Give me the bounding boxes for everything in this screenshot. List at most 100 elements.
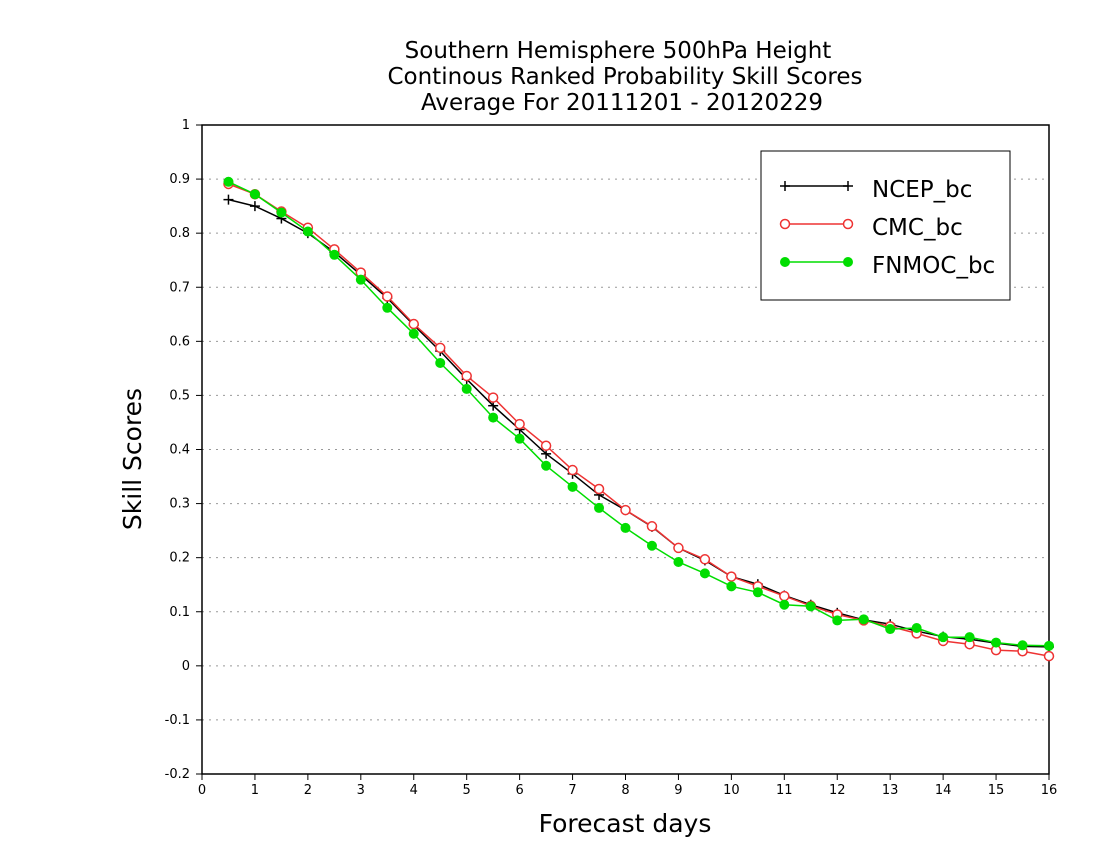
y-tick-label: 0.2	[169, 551, 190, 566]
legend: NCEP_bc CMC_bc FNMOC_bc	[760, 150, 1011, 301]
x-tick-label: 16	[1041, 783, 1058, 798]
x-tick-label: 15	[988, 783, 1005, 798]
data-point-cmc-bc	[699, 554, 711, 565]
data-point-fnmoc-bc	[991, 637, 1002, 648]
data-point-fnmoc-bc	[223, 176, 234, 187]
y-tick-label: 0.1	[169, 605, 190, 620]
data-point-fnmoc-bc	[1044, 640, 1054, 651]
data-point-fnmoc-bc	[302, 226, 313, 237]
legend-marker-fnmoc-bc	[843, 257, 853, 267]
data-point-cmc-bc	[1043, 650, 1055, 662]
x-tick-label: 8	[621, 783, 629, 798]
x-tick-label: 4	[410, 783, 418, 798]
legend-marker-fnmoc-bc	[780, 257, 790, 267]
data-point-ncep-bc	[249, 201, 260, 212]
y-tick-label: 0	[182, 659, 190, 674]
data-point-cmc-bc	[382, 291, 393, 302]
chart-title-line-1: Southern Hemisphere 500hPa Height	[405, 38, 832, 64]
data-point-cmc-bc	[461, 370, 472, 382]
x-tick-label: 5	[463, 783, 471, 798]
y-tick-label: 0.9	[169, 172, 190, 187]
series-group	[223, 176, 1055, 662]
data-point-fnmoc-bc	[382, 302, 393, 313]
data-point-cmc-bc	[408, 318, 419, 330]
y-tick-label: 0.7	[169, 280, 190, 295]
data-point-fnmoc-bc	[1017, 640, 1028, 651]
legend-box	[760, 150, 1011, 301]
legend-marker-cmc-bc	[842, 218, 854, 230]
x-tick-label: 1	[251, 783, 259, 798]
data-point-fnmoc-bc	[594, 502, 605, 513]
y-tick-label: 0.3	[169, 497, 190, 512]
y-tick-label: 0.8	[169, 226, 190, 241]
data-point-fnmoc-bc	[541, 460, 552, 471]
data-point-fnmoc-bc	[514, 433, 525, 444]
x-tick-label: 12	[829, 783, 846, 798]
data-point-fnmoc-bc	[885, 624, 896, 635]
y-tick-label: 0.4	[169, 443, 190, 458]
data-point-fnmoc-bc	[646, 540, 657, 551]
y-tick-label: -0.1	[165, 713, 190, 728]
x-tick-label: 11	[776, 783, 793, 798]
data-point-cmc-bc	[646, 521, 658, 532]
data-point-fnmoc-bc	[726, 581, 737, 592]
data-point-fnmoc-bc	[779, 599, 790, 610]
data-point-cmc-bc	[593, 483, 605, 495]
y-tick-label: -0.2	[165, 767, 190, 782]
legend-label-fnmoc: FNMOC_bc	[872, 253, 995, 279]
legend-marker-ncep-bc	[843, 181, 853, 191]
data-point-cmc-bc	[540, 440, 552, 451]
data-point-fnmoc-bc	[329, 249, 340, 260]
data-point-cmc-bc	[779, 590, 790, 602]
x-tick-label: 7	[568, 783, 576, 798]
data-point-cmc-bc	[567, 464, 578, 476]
y-tick-label: 1	[182, 118, 190, 133]
data-point-cmc-bc	[514, 418, 525, 430]
data-point-cmc-bc	[487, 392, 499, 403]
x-axis-label: Forecast days	[539, 809, 712, 838]
x-tick-label: 10	[723, 783, 740, 798]
legend-marker-ncep-bc	[780, 181, 790, 191]
legend-label-ncep: NCEP_bc	[872, 177, 972, 203]
data-point-fnmoc-bc	[488, 412, 499, 423]
series-fnmoc-bc	[223, 176, 1054, 651]
x-tick-label: 14	[935, 783, 952, 798]
data-point-fnmoc-bc	[673, 556, 684, 567]
data-point-fnmoc-bc	[752, 587, 763, 598]
data-point-fnmoc-bc	[938, 632, 949, 643]
legend-marker-cmc-bc	[779, 218, 791, 230]
data-point-fnmoc-bc	[832, 615, 843, 626]
data-point-cmc-bc	[726, 571, 737, 582]
data-point-fnmoc-bc	[805, 601, 816, 612]
data-point-fnmoc-bc	[276, 207, 287, 218]
data-point-fnmoc-bc	[620, 522, 631, 533]
data-point-cmc-bc	[620, 504, 631, 516]
chart-title-line-2: Continous Ranked Probability Skill Score…	[387, 64, 862, 90]
y-tick-label: 0.5	[169, 388, 190, 403]
data-point-fnmoc-bc	[699, 568, 710, 579]
x-tick-label: 2	[304, 783, 312, 798]
x-tick-label: 0	[198, 783, 206, 798]
legend-label-cmc: CMC_bc	[872, 215, 963, 241]
x-tick-label: 6	[515, 783, 523, 798]
data-point-fnmoc-bc	[911, 622, 922, 633]
data-point-cmc-bc	[434, 342, 446, 354]
x-tick-label: 3	[357, 783, 365, 798]
data-point-fnmoc-bc	[435, 357, 446, 368]
data-point-ncep-bc	[223, 194, 234, 205]
axis-ticks: -0.2-0.100.10.20.30.40.50.60.70.80.910 1 2…	[165, 118, 1058, 798]
chart-title-line-3: Average For 20111201 - 20120229	[421, 90, 823, 116]
data-point-cmc-bc	[673, 542, 684, 554]
x-tick-label: 13	[882, 783, 899, 798]
data-point-fnmoc-bc	[249, 189, 260, 200]
y-axis-label: Skill Scores	[118, 388, 147, 530]
x-tick-label: 9	[674, 783, 682, 798]
data-point-fnmoc-bc	[461, 383, 472, 394]
data-point-fnmoc-bc	[355, 274, 366, 285]
data-point-fnmoc-bc	[567, 481, 578, 492]
y-tick-label: 0.6	[169, 334, 190, 349]
data-point-fnmoc-bc	[858, 614, 869, 625]
data-point-fnmoc-bc	[408, 328, 419, 339]
